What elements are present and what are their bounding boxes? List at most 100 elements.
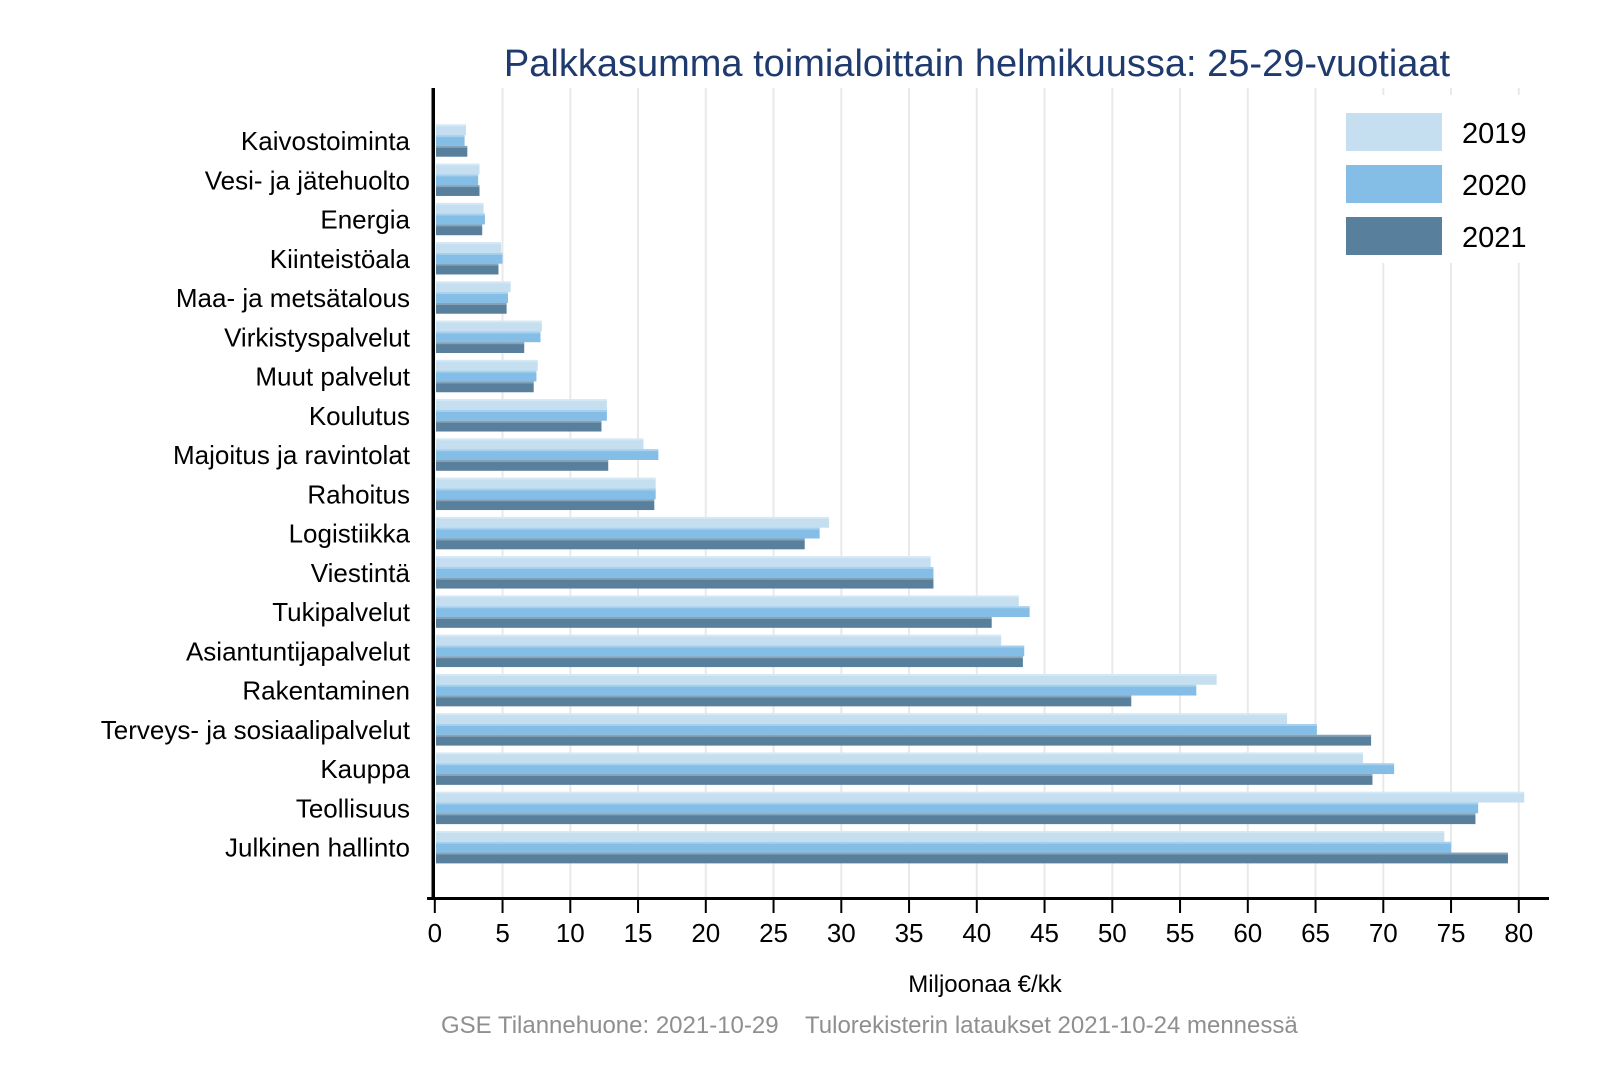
bar-2020 — [436, 763, 1395, 775]
bar-highlight — [436, 185, 480, 188]
bar-highlight — [436, 595, 1019, 598]
bar-2021 — [436, 185, 480, 196]
x-axis-label: Miljoonaa €/kk — [908, 971, 1062, 998]
category-label: Kiinteistöala — [270, 244, 411, 274]
legend-swatch-2020 — [1346, 165, 1442, 203]
chart-generated-content: Kaivostoiminta Vesi- ja jätehuolto Energia… — [101, 88, 1562, 948]
bar-2020 — [436, 174, 479, 186]
bar-2019 — [436, 752, 1363, 764]
bar-highlight — [436, 399, 607, 402]
bar-2020 — [436, 566, 934, 578]
bar-highlight — [436, 695, 1132, 698]
category-label: Teollisuus — [296, 793, 410, 823]
bar-highlight — [436, 163, 480, 166]
x-tick-label: 75 — [1437, 918, 1466, 948]
bar-highlight — [436, 852, 1508, 855]
x-tick-label: 80 — [1504, 918, 1533, 948]
bar-highlight — [436, 370, 537, 373]
bar-2021 — [436, 381, 534, 393]
bar-highlight — [436, 409, 607, 412]
bar-2021 — [436, 263, 499, 275]
x-tick-label: 10 — [556, 918, 585, 948]
bar-2019 — [436, 124, 466, 136]
bar-highlight — [436, 302, 507, 305]
bar-2020 — [436, 370, 537, 382]
bar-highlight — [436, 342, 525, 345]
bar-highlight — [436, 488, 656, 491]
bar-highlight — [436, 124, 466, 127]
bar-highlight — [436, 331, 541, 334]
bar-2019 — [436, 359, 538, 371]
bar-highlight — [436, 763, 1395, 766]
bar-highlight — [436, 830, 1445, 833]
bar-2019 — [436, 713, 1288, 724]
bar-highlight — [436, 224, 483, 227]
legend-label-2019: 2019 — [1462, 118, 1527, 150]
bar-2019 — [436, 242, 502, 253]
category-label: Muut palvelut — [255, 362, 410, 392]
x-tick-label: 60 — [1233, 918, 1262, 948]
x-tick-label: 5 — [495, 918, 509, 948]
bar-2019 — [436, 791, 1525, 803]
bar-highlight — [436, 516, 830, 519]
bar-2020 — [436, 802, 1479, 814]
bar-highlight — [436, 645, 1025, 648]
x-tick-label: 40 — [962, 918, 991, 948]
bar-highlight — [436, 459, 609, 462]
x-tick-label: 50 — [1098, 918, 1127, 948]
bar-2021 — [436, 420, 602, 432]
category-label: Rahoitus — [307, 479, 410, 509]
x-tick-label: 35 — [895, 918, 924, 948]
bar-highlight — [436, 813, 1476, 816]
category-label: Rakentaminen — [242, 676, 410, 706]
bar-highlight — [436, 420, 602, 423]
x-tick-label: 45 — [1030, 918, 1059, 948]
bar-2019 — [436, 320, 542, 332]
footer-source-note: GSE Tilannehuone: 2021-10-29 — [441, 1012, 779, 1039]
bar-2020 — [436, 527, 820, 539]
bar-2019 — [436, 673, 1217, 685]
y-axis-line — [431, 88, 435, 900]
bar-2019 — [436, 830, 1445, 842]
category-label: Tukipalvelut — [272, 597, 411, 627]
category-label: Viestintä — [311, 558, 411, 588]
bar-2021 — [436, 145, 468, 157]
legend-swatch-2021 — [1346, 217, 1442, 255]
bar-2021 — [436, 852, 1508, 864]
bar-highlight — [436, 538, 805, 541]
bar-highlight — [436, 252, 503, 255]
bar-highlight — [436, 174, 479, 177]
bar-2021 — [436, 499, 655, 511]
bar-highlight — [436, 145, 468, 148]
bar-highlight — [436, 320, 542, 323]
bar-2020 — [436, 606, 1030, 618]
footer-update-note: Tulorekisterin lataukset 2021-10-24 menn… — [805, 1012, 1298, 1039]
bar-2021 — [436, 656, 1023, 668]
bar-2021 — [436, 734, 1372, 746]
category-label: Maa- ja metsätalous — [176, 283, 410, 313]
bar-2021 — [436, 774, 1373, 785]
bar-2019 — [436, 477, 656, 489]
bar-2020 — [436, 135, 465, 146]
bar-2019 — [436, 438, 644, 450]
bar-highlight — [436, 359, 538, 362]
bar-2020 — [436, 724, 1317, 735]
bar-highlight — [436, 724, 1317, 726]
x-tick-label: 55 — [1166, 918, 1195, 948]
bar-2019 — [436, 163, 480, 175]
bar-2020 — [436, 645, 1025, 657]
bar-highlight — [436, 673, 1217, 676]
bar-2019 — [436, 634, 1002, 646]
bar-highlight — [436, 449, 659, 452]
bar-2019 — [436, 399, 607, 410]
bar-highlight — [436, 684, 1197, 687]
chart-title: Palkkasumma toimialoittain helmikuussa: … — [504, 43, 1451, 85]
bar-highlight — [436, 634, 1002, 637]
bar-2020 — [436, 331, 541, 343]
bar-highlight — [436, 577, 934, 580]
bar-highlight — [436, 802, 1479, 805]
x-axis-line — [427, 897, 1549, 900]
bar-2020 — [436, 449, 659, 460]
bar-2019 — [436, 516, 830, 528]
